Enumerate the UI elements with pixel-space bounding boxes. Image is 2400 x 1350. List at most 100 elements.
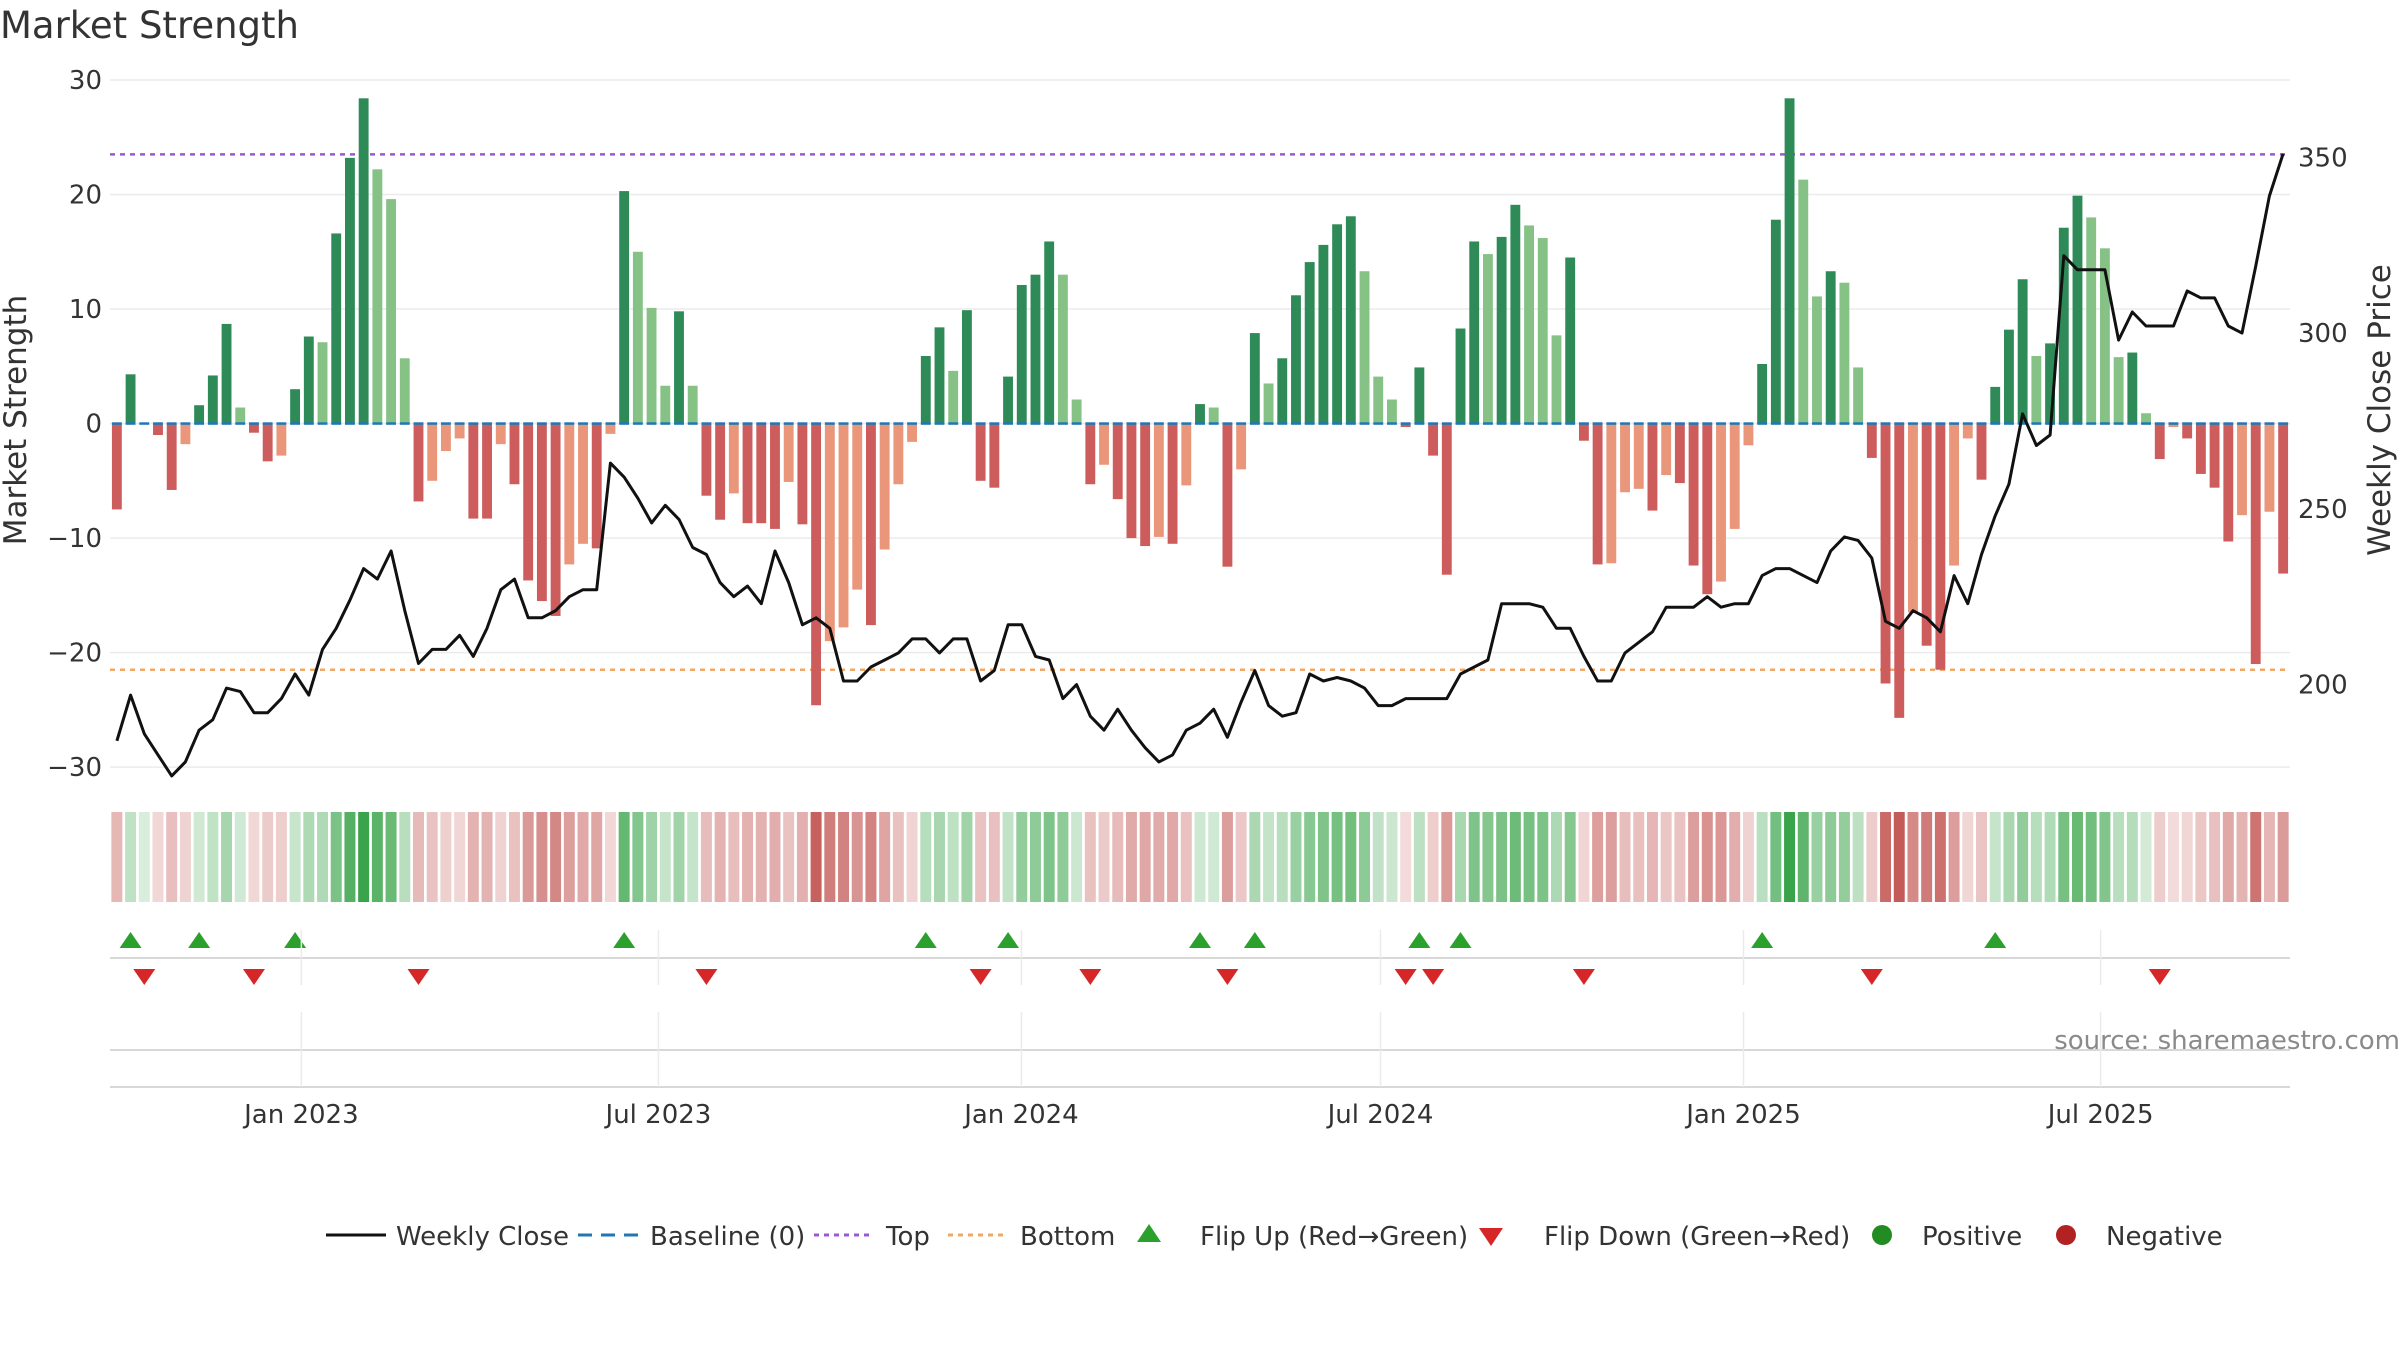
strength-heat-cell xyxy=(1989,812,2001,902)
strength-bar xyxy=(317,342,328,424)
strength-bar xyxy=(1674,423,1685,484)
strength-bar xyxy=(1647,423,1658,511)
strength-bar xyxy=(1825,271,1836,424)
strength-bar xyxy=(1702,423,1713,595)
chart-title: Market Strength xyxy=(0,4,299,47)
strength-bar xyxy=(495,423,506,445)
strength-heat-cell xyxy=(988,812,1000,902)
strength-heat-cell xyxy=(879,812,891,902)
strength-heat-cell xyxy=(413,812,424,902)
strength-heat-cell xyxy=(1441,812,1453,902)
strength-bar xyxy=(1112,423,1123,500)
strength-bar xyxy=(440,423,451,452)
x-tick-label: Jan 2025 xyxy=(1684,1100,1801,1130)
strength-heat-cell xyxy=(262,812,274,902)
strength-bar xyxy=(1592,423,1603,565)
strength-heat-cell xyxy=(1002,812,1014,902)
positive-dot-icon xyxy=(1872,1225,1892,1245)
strength-bar xyxy=(2168,423,2179,427)
legend-item-flip-up[interactable]: Flip Up (Red→Green) xyxy=(1137,1222,1468,1252)
strength-bar xyxy=(1044,241,1055,424)
strength-heat-cell xyxy=(2030,812,2042,902)
strength-heat-cell xyxy=(1455,812,1466,902)
strength-heat-cell xyxy=(330,812,342,902)
strength-heat-cell xyxy=(1112,812,1124,902)
strength-bar xyxy=(687,385,698,424)
strength-heat-cell xyxy=(1386,812,1398,902)
strength-bar xyxy=(728,423,739,494)
strength-bar xyxy=(482,423,492,519)
strength-heat-cell xyxy=(2263,812,2275,902)
flip-down-marker xyxy=(1079,969,1102,985)
strength-bar xyxy=(221,323,232,424)
strength-bar xyxy=(2237,423,2247,516)
strength-bar xyxy=(1387,399,1397,424)
legend-item-top[interactable]: Top xyxy=(814,1222,930,1252)
strength-heat-cell xyxy=(1592,812,1604,902)
flip-up-marker xyxy=(1408,932,1431,948)
strength-bar xyxy=(756,423,767,524)
strength-bar xyxy=(1400,423,1411,427)
legend-item-weekly-close[interactable]: Weekly Close xyxy=(326,1222,569,1252)
strength-bar xyxy=(111,423,122,510)
strength-bar xyxy=(399,358,410,424)
strength-heat-cell xyxy=(1756,812,1768,902)
x-tick-label: Jul 2023 xyxy=(604,1100,712,1130)
strength-heat-cell xyxy=(1811,812,1823,902)
strength-bar xyxy=(2086,217,2097,424)
flip-up-marker xyxy=(1984,932,2007,948)
legend-item-negative[interactable]: Negative xyxy=(2056,1222,2223,1252)
y-tick-label: 0 xyxy=(85,410,102,440)
strength-heat-strip xyxy=(111,812,2289,902)
strength-bar xyxy=(1222,423,1233,567)
strength-heat-cell xyxy=(193,812,205,902)
flip-down-marker xyxy=(1860,969,1883,985)
strength-bar xyxy=(207,375,218,424)
strength-heat-cell xyxy=(371,812,383,902)
strength-bar xyxy=(1812,296,1822,424)
strength-heat-cell xyxy=(2181,812,2193,902)
strength-bar xyxy=(893,423,904,485)
legend-item-bottom[interactable]: Bottom xyxy=(948,1222,1115,1252)
strength-heat-cell xyxy=(234,812,246,902)
strength-heat-cell xyxy=(1372,812,1384,902)
strength-heat-cell xyxy=(1345,812,1357,902)
strength-heat-cell xyxy=(838,812,850,902)
strength-bar xyxy=(646,307,657,424)
strength-heat-cell xyxy=(1550,812,1562,902)
strength-bar xyxy=(2250,423,2261,665)
strength-heat-cell xyxy=(1578,812,1590,902)
strength-bar xyxy=(632,251,643,424)
strength-bar xyxy=(1016,284,1027,424)
strength-heat-cell xyxy=(2085,812,2097,902)
strength-heat-cell xyxy=(1688,812,1700,902)
strength-bar xyxy=(2209,423,2220,488)
strength-heat-cell xyxy=(1880,812,1892,902)
strength-heat-cell xyxy=(1057,812,1069,902)
strength-bar xyxy=(1866,423,1877,458)
strength-heat-cell xyxy=(426,812,438,902)
strength-bar xyxy=(1003,376,1013,424)
legend-item-baseline[interactable]: Baseline (0) xyxy=(578,1222,805,1252)
strength-bar xyxy=(1839,282,1850,424)
strength-bar xyxy=(358,98,369,424)
strength-heat-cell xyxy=(1029,812,1041,902)
right-axis-ticks: 350 300 250 200 xyxy=(2298,143,2348,700)
strength-heat-cell xyxy=(1153,812,1165,902)
strength-heat-cell xyxy=(1139,812,1151,902)
strength-bar xyxy=(1976,423,1987,480)
y2-tick-label: 300 xyxy=(2298,319,2348,349)
flip-up-marker xyxy=(997,932,1020,948)
strength-bar xyxy=(1908,423,1918,613)
strength-bar xyxy=(1578,423,1589,441)
strength-heat-cell xyxy=(1633,812,1645,902)
legend-item-positive[interactable]: Positive xyxy=(1872,1222,2022,1252)
strength-bar xyxy=(591,423,602,549)
strength-bar xyxy=(1441,423,1452,575)
strength-bar xyxy=(2182,423,2193,439)
strength-bar xyxy=(824,423,835,642)
flip-down-marker xyxy=(695,969,718,985)
strength-bar xyxy=(1057,274,1068,424)
legend-item-flip-down[interactable]: Flip Down (Green→Red) xyxy=(1479,1222,1850,1252)
strength-bar xyxy=(1661,423,1672,476)
